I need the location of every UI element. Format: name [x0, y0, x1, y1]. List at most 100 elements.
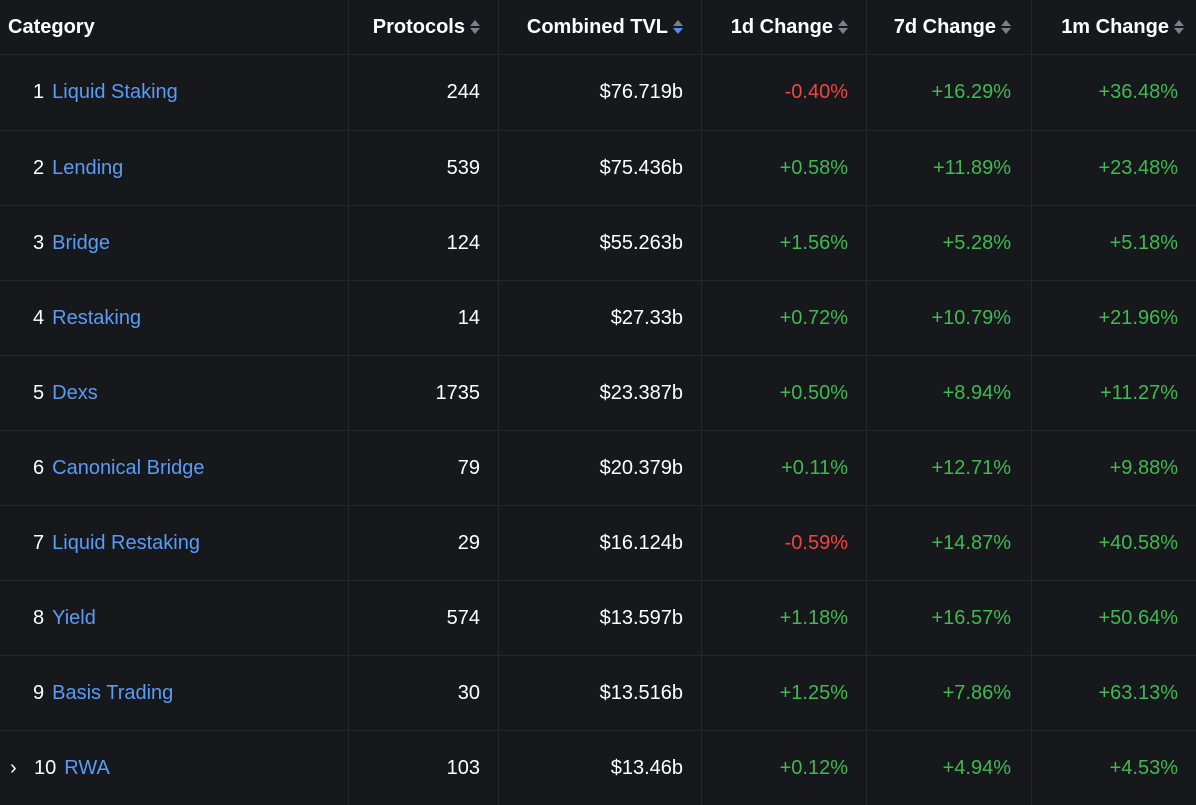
change-1d-cell: -0.59%	[702, 506, 867, 580]
category-link[interactable]: Liquid Restaking	[52, 531, 200, 554]
table-row[interactable]: 1 Liquid Staking 244 $76.719b -0.40% +16…	[0, 55, 1196, 130]
sort-icon[interactable]	[470, 20, 480, 34]
category-link[interactable]: Basis Trading	[52, 681, 174, 704]
header-combined-tvl[interactable]: Combined TVL	[499, 0, 702, 54]
change-7d-cell: +14.87%	[867, 506, 1032, 580]
chevron-right-icon[interactable]: ›	[10, 756, 17, 779]
category-link[interactable]: Restaking	[52, 306, 142, 329]
combined-tvl-cell: $20.379b	[499, 431, 702, 505]
table-row[interactable]: 6 Canonical Bridge 79 $20.379b +0.11% +1…	[0, 430, 1196, 505]
rank-number: 3	[33, 231, 45, 254]
combined-tvl-cell: $16.124b	[499, 506, 702, 580]
category-cell: 1 Liquid Staking	[0, 55, 349, 130]
category-link[interactable]: Yield	[52, 606, 96, 629]
rank-number: 4	[33, 306, 45, 329]
change-1m-cell: +40.58%	[1098, 531, 1178, 554]
change-7d-cell: +5.28%	[867, 206, 1032, 280]
combined-tvl-cell: $23.387b	[499, 356, 702, 430]
table-row[interactable]: 9 Basis Trading 30 $13.516b +1.25% +7.86…	[0, 655, 1196, 730]
header-protocols-label: Protocols	[372, 15, 465, 38]
change-1d-cell: +1.18%	[702, 581, 867, 655]
change-7d-cell: +16.57%	[867, 581, 1032, 655]
change-1m-cell: +36.48%	[1098, 81, 1178, 103]
change-1d-cell: +0.50%	[702, 356, 867, 430]
combined-tvl-cell: $13.46b	[499, 731, 702, 805]
change-7d-cell: +12.71%	[867, 431, 1032, 505]
table-body: 1 Liquid Staking 244 $76.719b -0.40% +16…	[0, 55, 1196, 805]
change-1m-cell: +50.64%	[1098, 606, 1178, 629]
category-cell: 3 Bridge	[0, 206, 349, 280]
change-1d-cell: +0.72%	[702, 281, 867, 355]
protocols-cell: 30	[349, 656, 499, 730]
rank-number: 7	[33, 531, 45, 554]
change-7d-cell: +10.79%	[867, 281, 1032, 355]
header-category-label: Category	[8, 15, 95, 38]
table-row[interactable]: 2 Lending 539 $75.436b +0.58% +11.89% +2…	[0, 130, 1196, 205]
category-link[interactable]: Bridge	[52, 231, 110, 254]
protocols-cell: 79	[349, 431, 499, 505]
change-1d-cell: +0.11%	[702, 431, 867, 505]
change-7d-cell: +7.86%	[867, 656, 1032, 730]
table-row[interactable]: 4 Restaking 14 $27.33b +0.72% +10.79% +2…	[0, 280, 1196, 355]
change-1d-cell: +0.58%	[702, 131, 867, 205]
rank-number: 10	[34, 756, 57, 779]
category-cell: 7 Liquid Restaking	[0, 506, 349, 580]
category-cell: › 10 RWA	[0, 731, 349, 805]
category-cell: 6 Canonical Bridge	[0, 431, 349, 505]
protocols-cell: 244	[349, 55, 499, 130]
combined-tvl-cell: $13.597b	[499, 581, 702, 655]
header-1d-change-label: 1d Change	[730, 15, 833, 38]
category-link[interactable]: Dexs	[52, 381, 98, 404]
change-1m-cell: +23.48%	[1098, 156, 1178, 179]
change-1m-cell: +63.13%	[1098, 681, 1178, 704]
protocols-cell: 14	[349, 281, 499, 355]
table-row[interactable]: 8 Yield 574 $13.597b +1.18% +16.57% +50.…	[0, 580, 1196, 655]
rank-number: 2	[33, 156, 45, 179]
change-1d-cell: +1.25%	[702, 656, 867, 730]
change-1d-cell: +0.12%	[702, 731, 867, 805]
protocols-cell: 124	[349, 206, 499, 280]
table-row[interactable]: 7 Liquid Restaking 29 $16.124b -0.59% +1…	[0, 505, 1196, 580]
change-1m-cell: +21.96%	[1098, 306, 1178, 329]
change-1m-cell: +4.53%	[1109, 756, 1178, 779]
category-cell: 4 Restaking	[0, 281, 349, 355]
change-7d-cell: +16.29%	[867, 55, 1032, 130]
change-7d-cell: +11.89%	[867, 131, 1032, 205]
combined-tvl-cell: $76.719b	[499, 55, 702, 130]
category-cell: 8 Yield	[0, 581, 349, 655]
table-row[interactable]: › 10 RWA 103 $13.46b +0.12% +4.94% +4.53…	[0, 730, 1196, 805]
category-link[interactable]: Liquid Staking	[52, 81, 178, 103]
sort-icon[interactable]	[1174, 20, 1184, 34]
category-link[interactable]: Canonical Bridge	[52, 456, 205, 479]
change-1m-cell: +11.27%	[1099, 381, 1178, 404]
sort-icon[interactable]	[838, 20, 848, 34]
rank-number: 5	[33, 381, 45, 404]
combined-tvl-cell: $55.263b	[499, 206, 702, 280]
rank-number: 1	[33, 81, 45, 103]
header-1m-change-label: 1m Change	[1061, 15, 1169, 38]
combined-tvl-cell: $27.33b	[499, 281, 702, 355]
combined-tvl-cell: $13.516b	[499, 656, 702, 730]
sort-icon[interactable]	[1001, 20, 1011, 34]
change-1m-cell: +5.18%	[1109, 231, 1178, 254]
protocols-cell: 1735	[349, 356, 499, 430]
header-category[interactable]: Category	[0, 0, 349, 54]
rank-number: 9	[33, 681, 45, 704]
category-link[interactable]: Lending	[52, 156, 124, 179]
header-1d-change[interactable]: 1d Change	[702, 0, 867, 54]
rank-number: 8	[33, 606, 45, 629]
header-7d-change[interactable]: 7d Change	[867, 0, 1032, 54]
header-1m-change[interactable]: 1m Change	[1032, 0, 1196, 54]
category-cell: 5 Dexs	[0, 356, 349, 430]
table-row[interactable]: 5 Dexs 1735 $23.387b +0.50% +8.94% +11.2…	[0, 355, 1196, 430]
category-link[interactable]: RWA	[64, 756, 110, 779]
protocols-cell: 539	[349, 131, 499, 205]
table-row[interactable]: 3 Bridge 124 $55.263b +1.56% +5.28% +5.1…	[0, 205, 1196, 280]
header-protocols[interactable]: Protocols	[349, 0, 499, 54]
rank-number: 6	[33, 456, 45, 479]
protocols-cell: 29	[349, 506, 499, 580]
protocols-cell: 574	[349, 581, 499, 655]
sort-descending-icon[interactable]	[673, 20, 683, 34]
category-cell: 2 Lending	[0, 131, 349, 205]
